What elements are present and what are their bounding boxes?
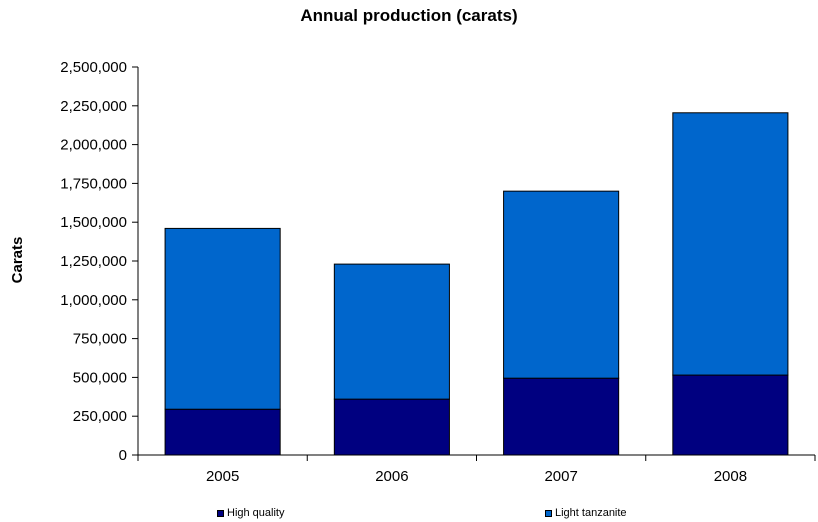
legend-swatch-high-quality xyxy=(217,509,224,517)
legend-label-high-quality: High quality xyxy=(227,507,285,519)
y-tick-label: 1,500,000 xyxy=(60,214,127,231)
legend-swatch-light-tanzanite xyxy=(545,509,552,517)
bar-high-quality-2006 xyxy=(333,398,450,456)
x-tick-label-2007: 2007 xyxy=(544,468,577,485)
chart-title: Annual production (carats) xyxy=(300,6,518,25)
bar-high-quality-2007 xyxy=(503,377,620,456)
y-tick-label: 2,000,000 xyxy=(60,137,127,154)
bar-light-tanzanite-2008 xyxy=(672,112,789,376)
bar-light-tanzanite-2006 xyxy=(333,263,450,400)
legend-label-light-tanzanite: Light tanzanite xyxy=(555,507,627,519)
y-tick-label: 0 xyxy=(119,447,127,464)
bar-light-tanzanite-2007 xyxy=(503,190,620,379)
y-tick-label: 500,000 xyxy=(73,369,127,386)
bar-high-quality-2008 xyxy=(672,374,789,456)
x-tick-label-2006: 2006 xyxy=(375,468,408,485)
y-tick-label: 1,250,000 xyxy=(60,253,127,270)
y-tick-label: 1,750,000 xyxy=(60,175,127,192)
x-tick-label-2008: 2008 xyxy=(714,468,747,485)
bar-high-quality-2005 xyxy=(164,408,281,456)
y-tick-label: 1,000,000 xyxy=(60,292,127,309)
x-tick-label-2005: 2005 xyxy=(206,468,239,485)
y-tick-label: 750,000 xyxy=(73,331,127,348)
legend-item-light-tanzanite: Light tanzanite xyxy=(545,507,627,519)
bar-light-tanzanite-2005 xyxy=(164,227,281,410)
y-tick-label: 2,250,000 xyxy=(60,98,127,115)
y-tick-label: 2,500,000 xyxy=(60,59,127,76)
y-tick-label: 250,000 xyxy=(73,408,127,425)
y-axis-title: Carats xyxy=(9,237,26,284)
legend-item-high-quality: High quality xyxy=(217,507,284,519)
